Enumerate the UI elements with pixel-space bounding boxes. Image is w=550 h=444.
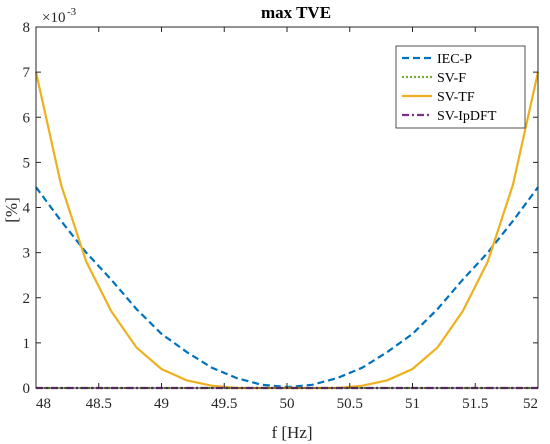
legend-label: SV-TF [437,90,475,105]
x-axis-label: f [Hz] [271,423,312,442]
y-tick-label: 3 [23,246,31,262]
x-axis-ticks: 48 48.5 49 49.5 50 50.5 51 51.5 52 [35,27,539,412]
x-tick-label: 48.5 [86,396,112,412]
legend-label: SV-IpDFT [437,109,497,124]
y-multiplier-base: ×10 [42,10,65,26]
y-axis-ticks: 0 1 2 3 4 5 6 7 8 [23,20,538,397]
x-tick-label: 51.5 [462,396,488,412]
y-tick-label: 0 [23,381,31,397]
legend-label: IEC-P [437,52,472,67]
y-tick-label: 4 [23,201,31,217]
legend-label: SV-F [437,71,466,86]
legend: IEC-P SV-F SV-TF SV-IpDFT [395,45,526,129]
y-tick-label: 8 [23,20,31,36]
y-multiplier-power: -3 [67,6,77,18]
x-tick-label: 51 [405,396,420,412]
y-tick-label: 7 [23,65,31,81]
x-tick-label: 49 [154,396,169,412]
y-tick-label: 5 [23,155,31,171]
x-tick-label: 50 [280,396,295,412]
y-axis-label: [%] [2,197,21,222]
y-tick-label: 1 [23,336,31,352]
x-tick-label: 52 [523,396,538,412]
y-tick-label: 6 [23,110,31,126]
chart-title: max TVE [261,3,331,22]
x-tick-label: 50.5 [337,396,363,412]
x-tick-label: 49.5 [211,396,237,412]
x-tick-label: 48 [36,396,51,412]
y-multiplier: ×10 -3 [42,6,77,26]
y-tick-label: 2 [23,291,31,307]
